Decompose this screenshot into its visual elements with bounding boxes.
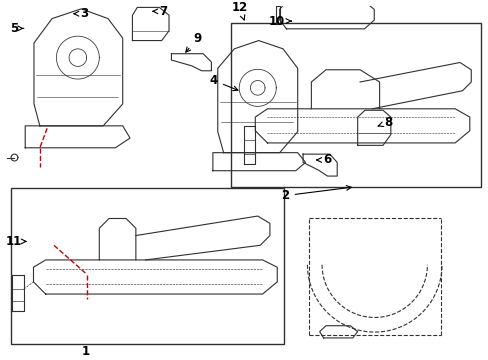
Text: 10: 10 (268, 14, 290, 28)
Text: 8: 8 (377, 116, 391, 129)
Bar (11, 188, 283, 344)
Bar (230, 23, 480, 187)
Text: 12: 12 (231, 1, 247, 20)
Text: 5: 5 (10, 22, 23, 35)
Text: 1: 1 (81, 345, 89, 358)
Text: 9: 9 (185, 32, 202, 52)
Text: 2: 2 (281, 185, 350, 202)
Text: 6: 6 (316, 153, 331, 166)
Text: 3: 3 (74, 7, 88, 20)
Text: 4: 4 (209, 74, 238, 91)
Text: 11: 11 (6, 235, 26, 248)
Text: 7: 7 (153, 5, 167, 18)
